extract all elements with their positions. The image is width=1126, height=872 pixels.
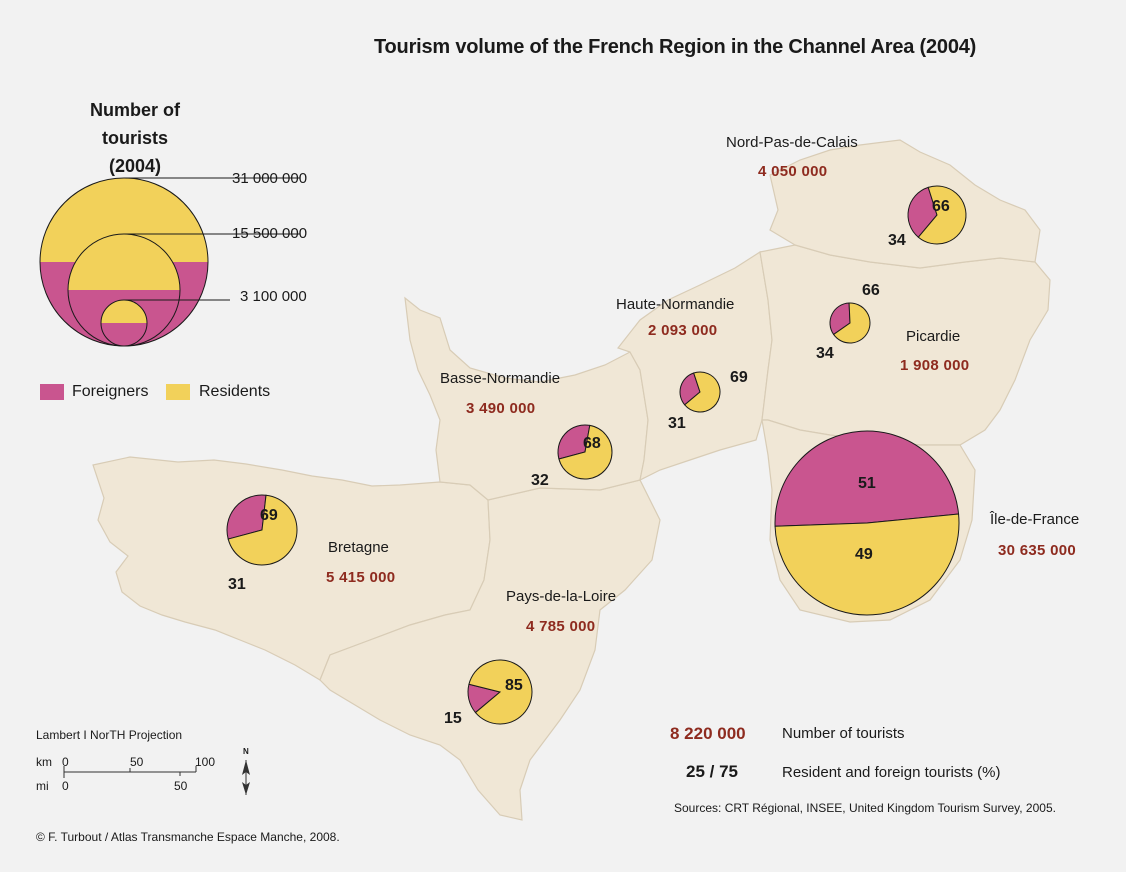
pie-residents-haute-normandie — [683, 371, 721, 413]
size-legend-heading: Number of tourists (2004) — [60, 96, 210, 180]
picardie-shape — [759, 244, 1051, 446]
pct-residents-picardie: 66 — [862, 282, 880, 299]
size-tick-small: 3 100 000 — [240, 288, 307, 305]
basse-normandie-shape — [404, 296, 649, 501]
pct-foreigners-ile-de-france: 49 — [855, 546, 873, 563]
pct-foreigners-pays-de-la-loire: 15 — [444, 710, 462, 727]
region-value-picardie: 1 908 000 — [900, 357, 970, 374]
size-legend-year: (2004) — [108, 156, 162, 176]
pct-residents-bretagne: 69 — [260, 507, 278, 524]
pie-residents-bretagne — [227, 494, 298, 566]
foreigners-label: Foreigners — [72, 383, 149, 400]
map-title: Tourism volume of the French Region in t… — [374, 36, 977, 58]
pct-residents-nord-pas-de-calais: 66 — [932, 198, 950, 215]
region-name-bretagne: Bretagne — [328, 539, 389, 556]
foreigners-swatch — [40, 384, 64, 400]
pie-residents-ile-de-france — [774, 513, 960, 616]
region-value-pays-de-la-loire: 4 785 000 — [526, 618, 596, 635]
pie-foreigners-nord-pas-de-calais — [907, 186, 938, 238]
scale-km-0: 0 — [62, 755, 69, 769]
pie-residents-pays-de-la-loire — [468, 659, 533, 725]
pct-residents-haute-normandie: 69 — [730, 369, 748, 386]
pct-foreigners-picardie: 34 — [816, 345, 834, 362]
pie-residents-basse-normandie — [558, 424, 613, 480]
region-value-ile-de-france: 30 635 000 — [998, 542, 1077, 559]
pct-foreigners-basse-normandie: 32 — [531, 472, 549, 489]
region-value-nord-pas-de-calais: 4 050 000 — [758, 163, 828, 180]
region-name-basse-normandie: Basse-Normandie — [440, 370, 561, 387]
residents-label: Residents — [199, 383, 271, 400]
pays-de-la-loire-shape — [319, 479, 661, 821]
scale-mi-0: 0 — [62, 779, 69, 793]
region-name-pays-de-la-loire: Pays-de-la-Loire — [506, 588, 617, 605]
pie-residents-picardie — [832, 302, 871, 344]
scale-km-50: 50 — [130, 755, 144, 769]
pie-foreigners-ile-de-france — [774, 430, 960, 527]
scale-km-unit: km — [36, 755, 52, 769]
pie-residents-nord-pas-de-calais — [917, 185, 967, 245]
pct-residents-basse-normandie: 68 — [583, 435, 601, 452]
region-name-nord-pas-de-calais: Nord-Pas-de-Calais — [726, 134, 858, 151]
region-pie-charts — [226, 185, 967, 725]
key-example-ratio-label: Resident and foreign tourists (%) — [782, 764, 1001, 781]
north-label: N — [243, 747, 249, 756]
key-example-value: 8 220 000 — [670, 724, 746, 743]
region-name-picardie: Picardie — [906, 328, 961, 345]
key-example-value-label: Number of tourists — [782, 725, 905, 742]
pct-residents-ile-de-france: 51 — [858, 475, 876, 492]
scale-mi-unit: mi — [36, 779, 49, 793]
scale-bar — [63, 766, 197, 778]
sources-note: Sources: CRT Régional, INSEE, United Kin… — [674, 801, 1056, 815]
pie-foreigners-bretagne — [226, 494, 267, 540]
legend-circle-small — [100, 299, 148, 347]
pct-foreigners-bretagne: 31 — [228, 576, 246, 593]
nord-pas-de-calais-shape — [769, 139, 1041, 269]
scale-mi-50: 50 — [174, 779, 188, 793]
residents-swatch — [166, 384, 190, 400]
key-example-ratio: 25 / 75 — [686, 762, 738, 781]
size-tick-large: 31 000 000 — [232, 170, 308, 187]
pie-foreigners-basse-normandie — [557, 424, 591, 460]
size-tick-medium: 15 500 000 — [232, 225, 308, 242]
credit-note: © F. Turbout / Atlas Transmanche Espace … — [36, 830, 340, 844]
pie-foreigners-haute-normandie — [679, 372, 701, 406]
size-legend-title: Number of tourists — [90, 100, 180, 148]
region-name-ile-de-france: Île-de-France — [990, 511, 1080, 528]
haute-normandie-shape — [617, 251, 773, 482]
pct-foreigners-haute-normandie: 31 — [668, 415, 686, 432]
pct-foreigners-nord-pas-de-calais: 34 — [888, 232, 906, 249]
pct-residents-pays-de-la-loire: 85 — [505, 677, 523, 694]
region-name-haute-normandie: Haute-Normandie — [616, 296, 735, 313]
scale-km-100: 100 — [195, 755, 216, 769]
projection-label: Lambert I NorTH Projection — [36, 728, 183, 742]
size-legend-circles — [39, 177, 300, 347]
region-value-bretagne: 5 415 000 — [326, 569, 396, 586]
region-value-haute-normandie: 2 093 000 — [648, 322, 718, 339]
pie-foreigners-picardie — [829, 302, 851, 336]
north-arrow-icon — [242, 760, 250, 795]
region-value-basse-normandie: 3 490 000 — [466, 400, 536, 417]
